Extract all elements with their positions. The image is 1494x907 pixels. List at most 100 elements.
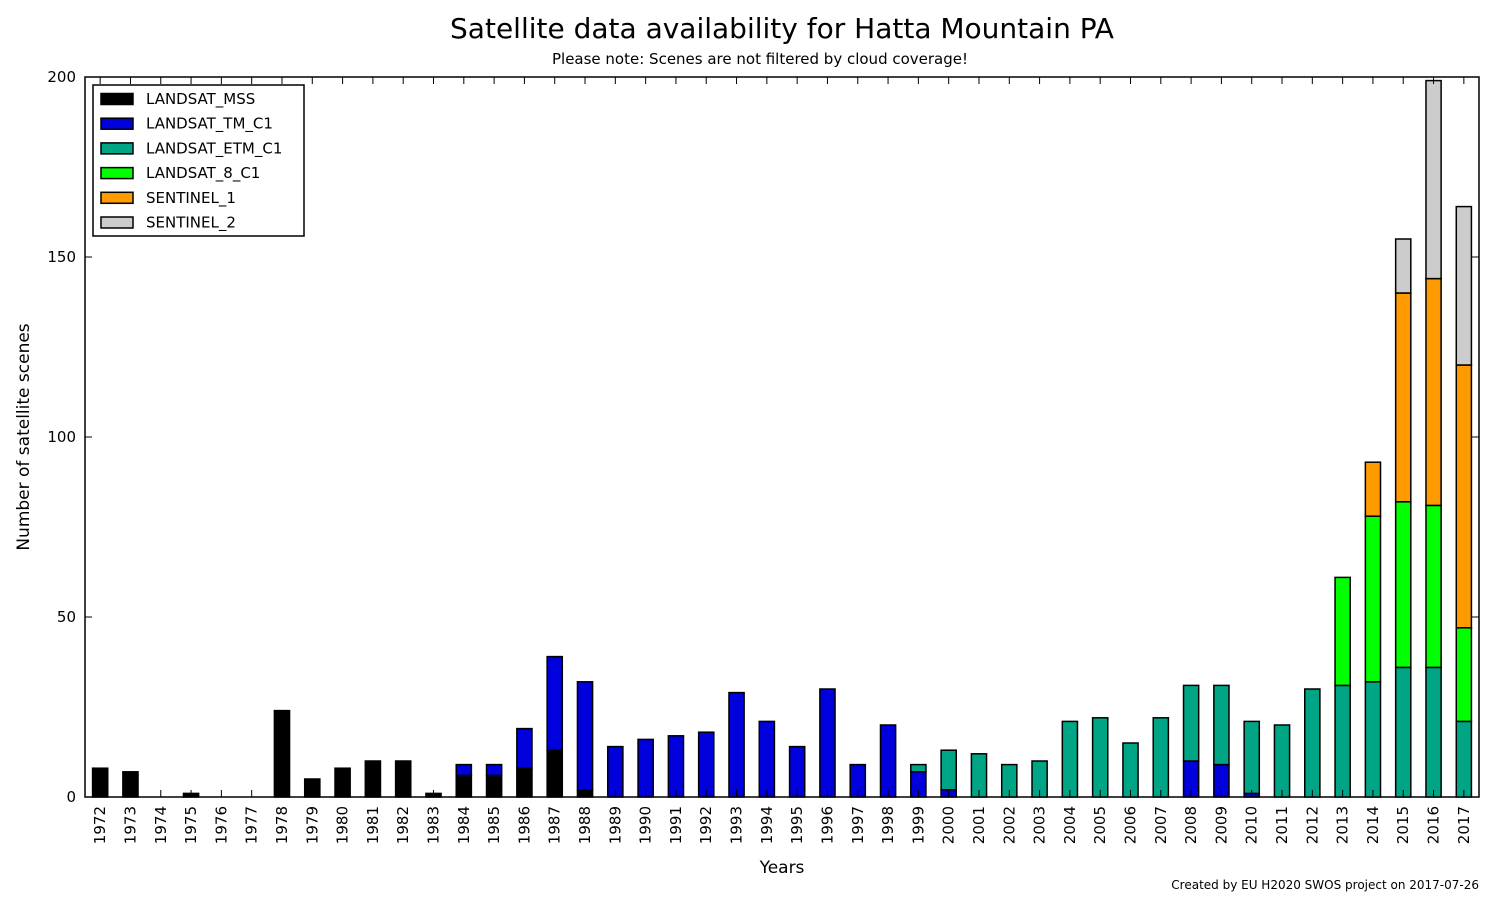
bar-landsat-8-c1-2017	[1455, 627, 1473, 723]
x-tick-label-1990: 1990	[637, 806, 655, 844]
legend-label-landsat-8-c1: LANDSAT_8_C1	[146, 164, 260, 183]
bar-landsat-etm-c1-2013	[1334, 684, 1351, 798]
bar-landsat-mss-1987	[546, 749, 564, 798]
x-tick-label-2015: 2015	[1394, 806, 1412, 844]
y-axis-label: Number of satellite scenes	[14, 323, 34, 550]
bar-landsat-tm-c1-1994	[758, 720, 776, 798]
bar-landsat-etm-c1-2006	[1122, 742, 1139, 798]
bar-landsat-8-c1-2014	[1364, 515, 1382, 683]
x-tick-label-1980: 1980	[334, 806, 352, 844]
bar-landsat-etm-c1-1999	[910, 763, 927, 773]
x-tick-label-1986: 1986	[515, 806, 533, 844]
x-tick-label-2003: 2003	[1031, 806, 1049, 844]
bar-landsat-tm-c1-1984	[455, 763, 473, 777]
legend-label-landsat-tm-c1: LANDSAT_TM_C1	[146, 115, 273, 134]
x-tick-label-1976: 1976	[212, 806, 230, 844]
x-tick-label-2004: 2004	[1061, 806, 1079, 844]
y-tick-label-50: 50	[57, 608, 76, 626]
bar-landsat-mss-1978	[273, 709, 291, 798]
x-tick-label-2016: 2016	[1425, 806, 1443, 844]
bar-landsat-tm-c1-1985	[485, 763, 503, 777]
legend-swatch-landsat-tm-c1	[100, 117, 134, 130]
bar-sentinel-1-2017	[1455, 364, 1473, 629]
x-tick-label-1992: 1992	[697, 806, 715, 844]
bar-landsat-tm-c1-1986	[516, 727, 533, 769]
x-tick-label-1988: 1988	[576, 806, 594, 844]
x-tick-label-2005: 2005	[1091, 806, 1109, 844]
x-tick-label-1972: 1972	[91, 806, 109, 844]
x-tick-label-1998: 1998	[879, 806, 897, 844]
chart-subtitle: Please note: Scenes are not filtered by …	[552, 50, 968, 68]
x-tick-label-1989: 1989	[606, 806, 624, 844]
x-tick-label-1997: 1997	[849, 806, 867, 844]
bar-sentinel-2-2016	[1425, 79, 1442, 280]
y-tick-label-0: 0	[66, 788, 76, 806]
bar-sentinel-2-2015	[1394, 238, 1412, 294]
legend: LANDSAT_MSS LANDSAT_TM_C1 LANDSAT_ETM_C1 LA…	[92, 84, 305, 237]
legend-swatch-landsat-mss	[100, 92, 134, 106]
x-tick-label-1978: 1978	[273, 806, 291, 844]
x-tick-label-1977: 1977	[243, 806, 261, 844]
legend-swatch-sentinel-2	[100, 216, 134, 229]
x-tick-label-2011: 2011	[1273, 806, 1291, 844]
bar-landsat-etm-c1-2017	[1455, 720, 1473, 798]
bar-landsat-tm-c1-1991	[667, 735, 685, 798]
y-tick-label-100: 100	[47, 428, 76, 446]
legend-label-sentinel-1: SENTINEL_1	[146, 189, 236, 208]
bar-landsat-etm-c1-2000	[940, 749, 957, 791]
x-tick-label-2017: 2017	[1455, 806, 1473, 844]
chart-title: Satellite data availability for Hatta Mo…	[450, 12, 1114, 45]
bar-landsat-etm-c1-2015	[1394, 666, 1412, 798]
x-tick-label-1994: 1994	[758, 806, 776, 844]
x-tick-label-2008: 2008	[1182, 806, 1200, 844]
legend-swatch-sentinel-1	[100, 191, 134, 205]
x-tick-label-2002: 2002	[1000, 806, 1018, 844]
legend-label-landsat-etm-c1: LANDSAT_ETM_C1	[146, 139, 282, 158]
y-tick-label-200: 200	[47, 68, 76, 86]
x-axis: 1972 1973 1974 1975 1976 1977 1978 1979 1980 1981…	[91, 77, 1473, 844]
x-tick-label-2012: 2012	[1303, 806, 1321, 844]
x-tick-label-2010: 2010	[1243, 806, 1261, 844]
bar-sentinel-1-2015	[1394, 292, 1412, 503]
legend-frame	[92, 84, 305, 237]
x-tick-label-1991: 1991	[667, 806, 685, 844]
x-tick-label-1996: 1996	[818, 806, 836, 844]
x-tick-label-2007: 2007	[1152, 806, 1170, 844]
x-axis-label: Years	[759, 858, 805, 878]
x-tick-label-2009: 2009	[1212, 806, 1230, 844]
bar-landsat-etm-c1-2008	[1182, 684, 1200, 762]
x-tick-label-1982: 1982	[394, 806, 412, 844]
bar-landsat-tm-c1-1995	[788, 745, 806, 798]
x-tick-label-2000: 2000	[940, 806, 958, 844]
x-tick-label-2013: 2013	[1334, 806, 1352, 844]
x-tick-label-2001: 2001	[970, 806, 988, 844]
x-tick-label-1974: 1974	[152, 806, 170, 844]
bar-landsat-8-c1-2015	[1394, 501, 1412, 669]
x-tick-label-1984: 1984	[455, 806, 473, 844]
bar-landsat-etm-c1-2014	[1364, 681, 1382, 798]
bar-landsat-etm-c1-2005	[1091, 717, 1109, 798]
bar-landsat-8-c1-2013	[1334, 576, 1351, 687]
y-axis: 0 50 100 150 200	[47, 68, 1479, 806]
y-tick-label-150: 150	[47, 248, 76, 266]
bar-landsat-tm-c1-1992	[697, 731, 715, 798]
bars-group	[91, 79, 1473, 798]
x-tick-label-1995: 1995	[788, 806, 806, 844]
bar-landsat-etm-c1-2011	[1273, 724, 1291, 798]
x-tick-label-1973: 1973	[121, 806, 139, 844]
bar-landsat-etm-c1-2007	[1152, 717, 1170, 798]
bar-landsat-tm-c1-1988	[576, 681, 594, 791]
bar-landsat-etm-c1-2016	[1425, 666, 1442, 798]
x-tick-label-2006: 2006	[1122, 806, 1140, 844]
bar-landsat-tm-c1-1993	[728, 691, 745, 798]
bar-landsat-etm-c1-2004	[1061, 720, 1079, 798]
x-tick-label-1981: 1981	[364, 806, 382, 844]
bar-landsat-tm-c1-1989	[607, 745, 624, 798]
x-tick-label-1987: 1987	[546, 806, 564, 844]
x-tick-label-1983: 1983	[425, 806, 443, 844]
bar-landsat-etm-c1-2012	[1304, 688, 1321, 798]
bar-sentinel-1-2014	[1364, 461, 1382, 517]
bar-landsat-tm-c1-1990	[637, 738, 654, 798]
plot-area	[84, 76, 1480, 798]
